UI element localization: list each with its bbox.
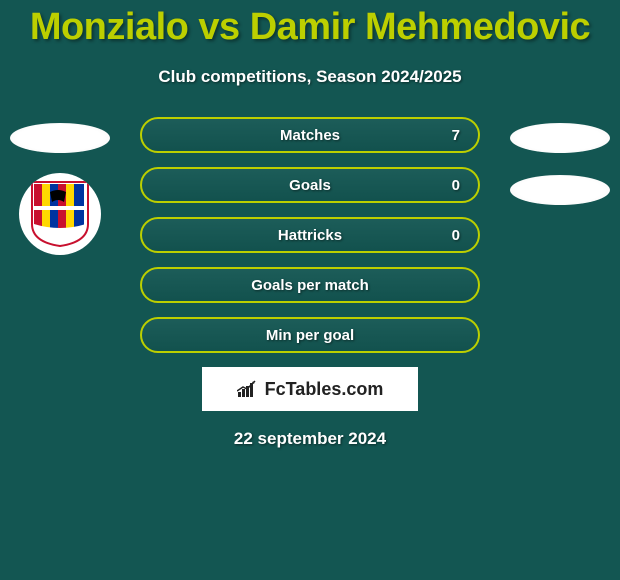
stat-value: 0: [452, 177, 460, 194]
crest-svg: [30, 180, 90, 248]
stat-label: Min per goal: [266, 327, 354, 344]
player-avatar-right-1: [510, 123, 610, 153]
brand-badge: FcTables.com: [202, 367, 418, 411]
left-column: [0, 117, 120, 255]
page-subtitle: Club competitions, Season 2024/2025: [0, 67, 620, 87]
page-title: Monzialo vs Damir Mehmedovic: [0, 0, 620, 49]
stat-label: Goals: [289, 177, 331, 194]
club-crest-left: [19, 173, 101, 255]
brand-text: FcTables.com: [265, 379, 384, 400]
page-root: { "title": "Monzialo vs Damir Mehmedovic…: [0, 0, 620, 580]
brand-icon: [237, 380, 259, 398]
stat-label: Hattricks: [278, 227, 342, 244]
stat-label: Matches: [280, 127, 340, 144]
player-avatar-left: [10, 123, 110, 153]
date-label: 22 september 2024: [0, 429, 620, 449]
content: Matches 7 Goals 0 Hattricks 0 Goals per …: [0, 117, 620, 449]
stat-bar-min-per-goal: Min per goal: [140, 317, 480, 353]
stat-value: 0: [452, 227, 460, 244]
stat-bar-matches: Matches 7: [140, 117, 480, 153]
stat-bars: Matches 7 Goals 0 Hattricks 0 Goals per …: [140, 117, 480, 353]
stat-value: 7: [452, 127, 460, 144]
stat-bar-goals: Goals 0: [140, 167, 480, 203]
stat-label: Goals per match: [251, 277, 369, 294]
right-column: [500, 117, 620, 205]
stat-bar-goals-per-match: Goals per match: [140, 267, 480, 303]
stat-bar-hattricks: Hattricks 0: [140, 217, 480, 253]
player-avatar-right-2: [510, 175, 610, 205]
